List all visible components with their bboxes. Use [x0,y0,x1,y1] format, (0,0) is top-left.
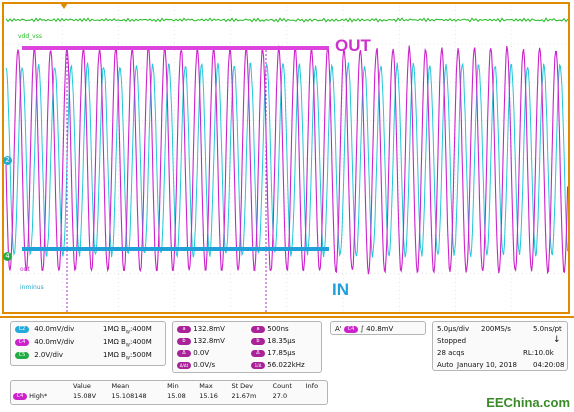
channel-row-c4[interactable]: C4 40.0mV/div 1MΩ BW :400M [15,338,74,346]
trigger-prefix: A' [335,325,342,333]
trigger-readout: A' C4 ∫ 40.8mV [335,325,393,333]
record-length: RL:10.0k [523,349,554,357]
bandwidth-symbol: BW [121,338,130,347]
stats-header: Info [304,381,327,391]
channel-scale: 2.0V/div [34,351,63,359]
cursor-chip: Δ/Δt [177,362,191,369]
stats-header [11,381,71,391]
cursor-chip: Δ [251,350,265,357]
cursor-value: 56.022kHz [267,361,305,369]
stats-value: 15.08V [71,391,109,401]
channel-bandwidth: :400M [130,325,152,333]
stats-measurement-label: C4 High* [11,391,71,401]
channel-row-c2[interactable]: C2 40.0mV/div 1MΩ BW :400M [15,325,74,333]
cursor-b-voltage: b 132.8mV [177,337,225,345]
sample-rate: 200MS/s [481,325,511,333]
cursor-chip: Δ [177,350,191,357]
ch4-ground-marker[interactable]: 4 [3,252,12,261]
cursor-value: 132.8mV [193,337,225,345]
cursor-delta-rate: Δ/Δt 0.0V/s [177,361,215,369]
channel-coupling: 1MΩ [103,325,119,333]
stats-min: 15.08 [165,391,197,401]
stats-header-row: Value Mean Min Max St Dev Count Info [11,381,327,391]
bandwidth-symbol: BW [121,325,130,334]
trigger-level: 40.8mV [366,325,393,333]
vdd-channel-label: vdd_vss [18,33,42,40]
channel-bandwidth: :500M [130,351,152,359]
channel-settings-panel[interactable]: C2 40.0mV/div 1MΩ BW :400M C4 40.0mV/div… [10,321,166,366]
channel-chip-c5[interactable]: C5 [15,352,29,359]
acquisition-date: January 10, 2018 [457,361,517,369]
channel-coupling: 1MΩ [103,338,119,346]
resolution: 5.0ns/pt [533,325,562,333]
acquisition-panel[interactable]: 5.0μs/div 200MS/s 5.0ns/pt Stopped ↓ 28 … [432,321,568,371]
ch2-ground-marker[interactable]: 2 [3,156,12,165]
out-annotation: OUT [335,36,371,56]
channel-scale: 40.0mV/div [34,338,74,346]
trigger-slope-icon: ∫ [360,325,364,333]
in-annotation: IN [332,280,349,300]
stats-stdev: 21.67m [229,391,270,401]
stats-header: Min [165,381,197,391]
measurement-stats-table[interactable]: Value Mean Min Max St Dev Count Info C4 … [10,380,328,405]
acquisition-count: 28 acqs [437,349,464,357]
cursor-delta-time: Δ 17.85μs [251,349,295,357]
cursor-chip: 1/Δ [251,362,265,369]
stats-row[interactable]: C4 High* 15.08V 15.108148 15.08 15.16 21… [11,391,327,401]
cursor-value: 500ns [267,325,288,333]
in-reference-bar [22,247,329,251]
cursor-value: 18.35μs [267,337,295,345]
cursor-chip: a [251,326,265,333]
out-reference-bar [22,46,329,50]
trigger-panel[interactable]: A' C4 ∫ 40.8mV [330,321,426,335]
channel-bandwidth: :400M [130,338,152,346]
channel-chip-c4[interactable]: C4 [15,339,29,346]
cursor-frequency: 1/Δ 56.022kHz [251,361,305,369]
in-channel-label: inminus [20,284,44,291]
stats-max: 15.16 [197,391,229,401]
trigger-position-marker [60,3,68,9]
watermark: EEChina.com [486,395,570,410]
cursor-value: 0.0V/s [193,361,215,369]
cursor-chip: b [251,338,265,345]
cursor-readout-panel[interactable]: a 132.8mV b 132.8mV Δ 0.0V Δ/Δt 0.0V/s a… [172,321,322,373]
cursor-a-time: a 500ns [251,325,289,333]
stats-count: 27.0 [271,391,304,401]
in-trace [6,62,568,257]
channel-coupling: 1MΩ [103,351,119,359]
stats-header: Max [197,381,229,391]
channel-row-c5[interactable]: C5 2.0V/div 1MΩ BW :500M [15,351,63,359]
out-channel-label: out [20,266,30,273]
cursor-chip: a [177,326,191,333]
acquisition-time: 04:20:08 [533,361,564,369]
cursor-a-voltage: a 132.8mV [177,325,225,333]
waveform-area [0,0,574,316]
channel-scale: 40.0mV/div [34,325,74,333]
cursor-value: 17.85μs [267,349,295,357]
stats-mean: 15.108148 [109,391,165,401]
timebase: 5.0μs/div [437,325,469,333]
cursor-value: 132.8mV [193,325,225,333]
cursor-delta-voltage: Δ 0.0V [177,349,209,357]
stats-header: Value [71,381,109,391]
scope-display: vdd_vss out inminus 2 4 OUT IN [0,0,574,318]
cursor-value: 0.0V [193,349,209,357]
stats-info [304,391,327,401]
stats-header: Mean [109,381,165,391]
channel-chip-c2[interactable]: C2 [15,326,29,333]
acquisition-state: Stopped [437,337,466,345]
stats-header: St Dev [229,381,270,391]
cursor-b-time: b 18.35μs [251,337,295,345]
stats-source-chip[interactable]: C4 [13,393,27,400]
bandwidth-symbol: BW [121,351,130,360]
trigger-mode: Auto [437,361,453,369]
stats-header: Count [271,381,304,391]
trigger-source-chip[interactable]: C4 [344,326,358,333]
stop-indicator-icon: ↓ [553,335,561,345]
cursor-chip: b [177,338,191,345]
